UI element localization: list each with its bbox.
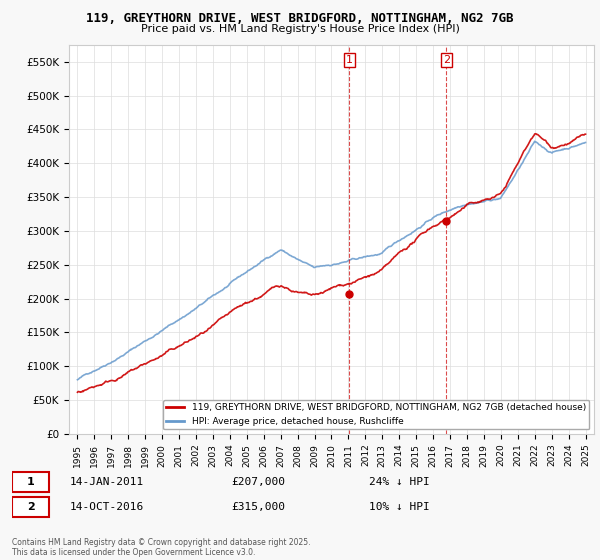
Text: 14-OCT-2016: 14-OCT-2016	[70, 502, 144, 512]
Legend: 119, GREYTHORN DRIVE, WEST BRIDGFORD, NOTTINGHAM, NG2 7GB (detached house), HPI:: 119, GREYTHORN DRIVE, WEST BRIDGFORD, NO…	[163, 400, 589, 430]
Text: £207,000: £207,000	[231, 477, 285, 487]
Text: 2: 2	[27, 502, 35, 512]
Text: £315,000: £315,000	[231, 502, 285, 512]
Text: 10% ↓ HPI: 10% ↓ HPI	[369, 502, 430, 512]
Text: 1: 1	[27, 477, 35, 487]
Text: 119, GREYTHORN DRIVE, WEST BRIDGFORD, NOTTINGHAM, NG2 7GB: 119, GREYTHORN DRIVE, WEST BRIDGFORD, NO…	[86, 12, 514, 25]
FancyBboxPatch shape	[12, 472, 49, 492]
Text: 2: 2	[443, 54, 450, 64]
Text: Price paid vs. HM Land Registry's House Price Index (HPI): Price paid vs. HM Land Registry's House …	[140, 24, 460, 34]
Text: 14-JAN-2011: 14-JAN-2011	[70, 477, 144, 487]
FancyBboxPatch shape	[12, 497, 49, 517]
Text: 1: 1	[346, 54, 353, 64]
Text: Contains HM Land Registry data © Crown copyright and database right 2025.
This d: Contains HM Land Registry data © Crown c…	[12, 538, 311, 557]
Text: 24% ↓ HPI: 24% ↓ HPI	[369, 477, 430, 487]
